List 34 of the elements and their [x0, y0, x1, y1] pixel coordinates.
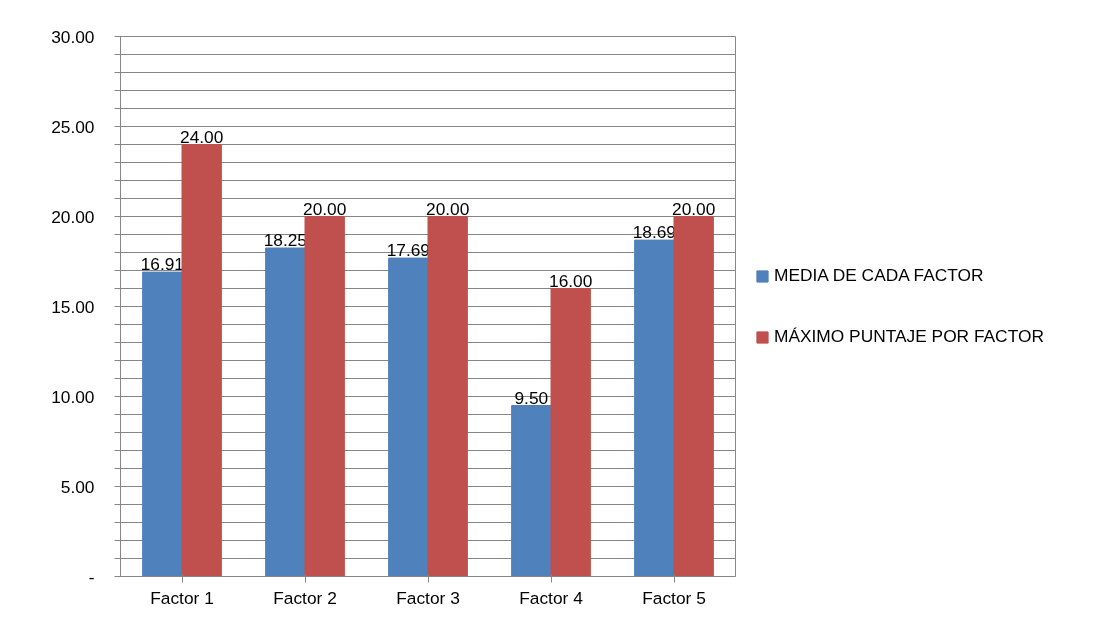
y-tick-label: 5.00: [60, 476, 95, 497]
data-label: 20.00: [672, 198, 716, 219]
data-label: 18.69: [632, 222, 677, 243]
x-tick-label: Factor 1: [150, 587, 214, 608]
data-label: 16.00: [549, 270, 593, 291]
data-label: 9.50: [514, 387, 549, 408]
x-tick-label: Factor 3: [396, 587, 460, 608]
y-tick-label: 20.00: [51, 206, 95, 227]
x-tick-label: Factor 2: [273, 587, 337, 608]
bar: [304, 216, 345, 577]
bar: [550, 288, 591, 577]
bar: [181, 144, 222, 577]
legend-label: MEDIA DE CADA FACTOR: [774, 265, 984, 286]
bar: [673, 216, 714, 577]
bar: [142, 271, 183, 577]
data-label: 18.25: [263, 230, 308, 250]
x-tick-label: Factor 5: [642, 587, 706, 608]
bar: [427, 216, 468, 577]
data-label: 20.00: [426, 198, 470, 219]
bar: [388, 257, 429, 577]
data-label: 20.00: [303, 198, 347, 219]
x-tick-label: Factor 4: [519, 587, 584, 608]
y-tick-label: -: [88, 566, 95, 587]
y-tick-label: 30.00: [51, 26, 95, 47]
y-tick-label: 15.00: [51, 296, 95, 317]
data-label: 16.91: [140, 254, 185, 275]
legend-label: MÁXIMO PUNTAJE POR FACTOR: [774, 326, 1044, 347]
bar: [511, 405, 552, 577]
bar: [634, 239, 675, 577]
bar: [265, 247, 306, 577]
y-tick-label: 25.00: [51, 116, 95, 137]
data-label: 24.00: [180, 126, 224, 147]
data-label: 17.69: [386, 240, 431, 261]
y-tick-label: 10.00: [51, 386, 95, 407]
